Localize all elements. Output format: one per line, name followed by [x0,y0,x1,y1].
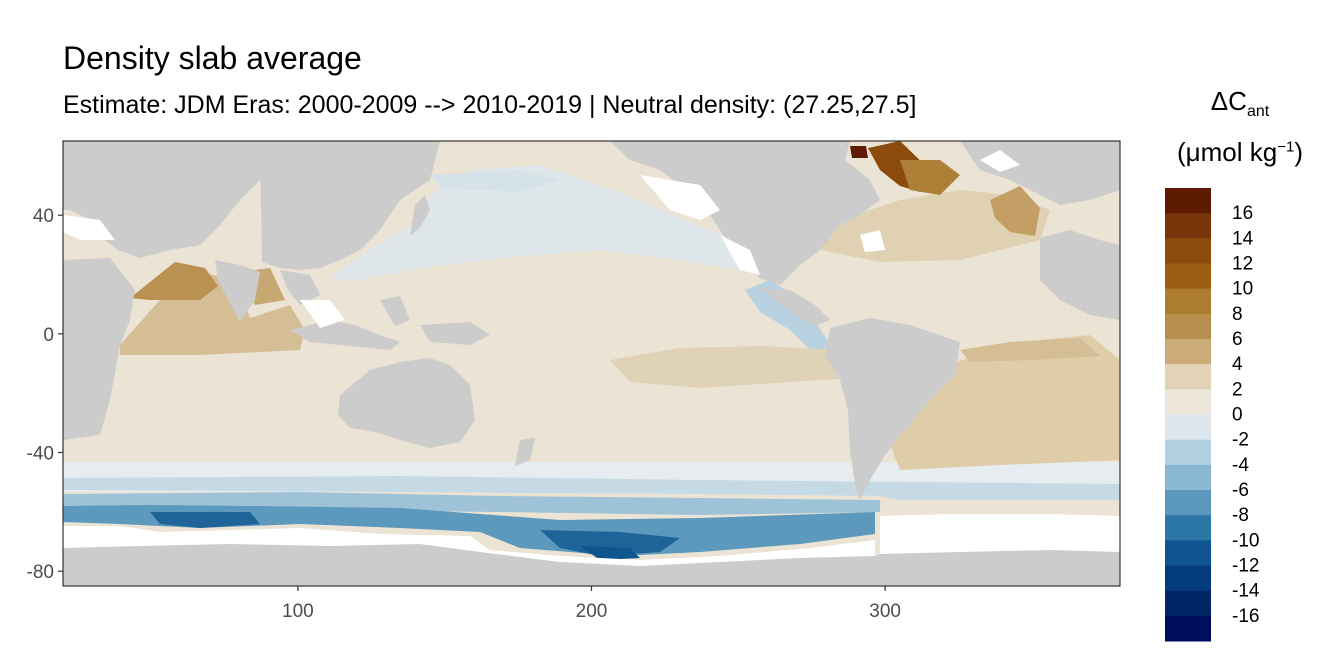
y-tick-label: -80 [27,562,54,583]
legend-label: -8 [1232,505,1249,526]
legend-swatch [1165,213,1211,239]
legend-swatch [1165,364,1211,390]
south-atlantic-warm-core [960,338,1100,362]
legend-label: 16 [1232,203,1253,224]
north-pacific-cool [330,165,740,280]
x-tick-label: 200 [576,601,608,622]
land-north-america [610,141,880,285]
legend-label: 12 [1232,254,1253,275]
legend-label: -16 [1232,606,1259,627]
hudson-hot-patch [850,146,868,158]
legend-label: -4 [1232,455,1249,476]
land-new-guinea [420,322,490,345]
legend-swatch [1165,188,1211,214]
legend-swatch [1165,464,1211,491]
deep-blue-patch-3 [580,546,640,560]
legend-swatch [1165,414,1211,441]
legend-swatch [1165,238,1211,264]
coastal-nodata [63,150,1020,328]
labrador-sea-warm [900,160,960,195]
y-tick-label: 0 [43,325,54,346]
nodata-alaska-coast [640,175,720,220]
legend-label: -14 [1232,581,1260,602]
legend-swatch [1165,590,1211,617]
legend-label: -2 [1232,430,1249,451]
land-central-america [760,288,830,326]
nodata-gulf-coast [860,230,885,252]
nodata-south-china-sea [300,300,345,328]
x-tick-label: 300 [869,601,901,622]
legend-title: ΔCant [1150,88,1330,120]
legend-label: -10 [1232,530,1259,551]
legend-swatch [1165,490,1211,516]
plot-title: Density slab average [63,40,362,76]
legend-unit-prefix: (μmol kg [1177,137,1278,167]
legend-unit-suffix: ) [1294,137,1303,167]
plot-subtitle: Estimate: JDM Eras: 2000-2009 --> 2010-2… [63,91,917,119]
legend-swatch [1165,339,1211,365]
north-atlantic-warm-core [990,186,1040,236]
nodata-mediterranean [63,215,115,240]
legend-swatch [1165,263,1211,290]
legend-swatch [1165,540,1211,566]
deep-blue-patch-2 [540,530,680,556]
legend-swatch [1165,389,1211,415]
land-india [215,260,260,322]
legend-label: 14 [1232,228,1254,249]
land-south-america [825,318,960,500]
y-tick-label: -40 [27,444,54,465]
land-group [63,141,1120,500]
legend-swatch [1165,515,1211,541]
land-japan [410,195,430,236]
land-australia [338,358,475,448]
legend-swatch [1165,313,1211,340]
legend-swatch [1165,565,1211,592]
legend-label: -12 [1232,556,1259,577]
land-new-zealand [515,438,535,466]
legend-unit-exponent: −1 [1277,138,1295,156]
land-borneo [380,296,410,326]
nodata-north-sea [980,150,1020,172]
deep-blue-patch-1 [150,512,260,528]
south-pacific-warm [610,346,860,388]
land-indochina [280,270,320,305]
legend-subscript: ant [1246,103,1270,121]
land-africa [63,258,135,440]
map-panel [63,141,1120,586]
legend-symbol: ΔC [1210,86,1247,116]
land-africa-east [1040,230,1120,320]
legend-colorbar: 16 14 12 10 8 6 4 2 0 -2 -4 -6 -8 -10 -12 -14 -16 [1165,188,1260,642]
legend-label: 0 [1232,405,1243,426]
land-antarctica [63,544,1120,586]
land-indonesia [290,320,400,350]
legend-label: 6 [1232,329,1243,350]
legend-unit: (μmol kg−1) [1150,139,1330,165]
x-tick-label: 100 [282,601,314,622]
land-asia [260,141,440,270]
legend-label: 2 [1232,379,1243,400]
arabian-sea-warm [130,262,218,300]
legend-swatch [1165,615,1211,642]
legend-label: -6 [1232,480,1249,501]
y-tick-label: 40 [33,206,54,227]
legend-label: 8 [1232,304,1243,325]
legend-label: 4 [1232,354,1243,375]
east-pacific-cool [745,280,830,355]
legend-label: 10 [1232,279,1253,300]
legend-swatch [1165,288,1211,315]
nodata-california-coast [720,235,760,275]
indian-ocean-warm [120,272,305,355]
legend-swatch [1165,439,1211,466]
north-pacific-cool-core [430,170,560,192]
